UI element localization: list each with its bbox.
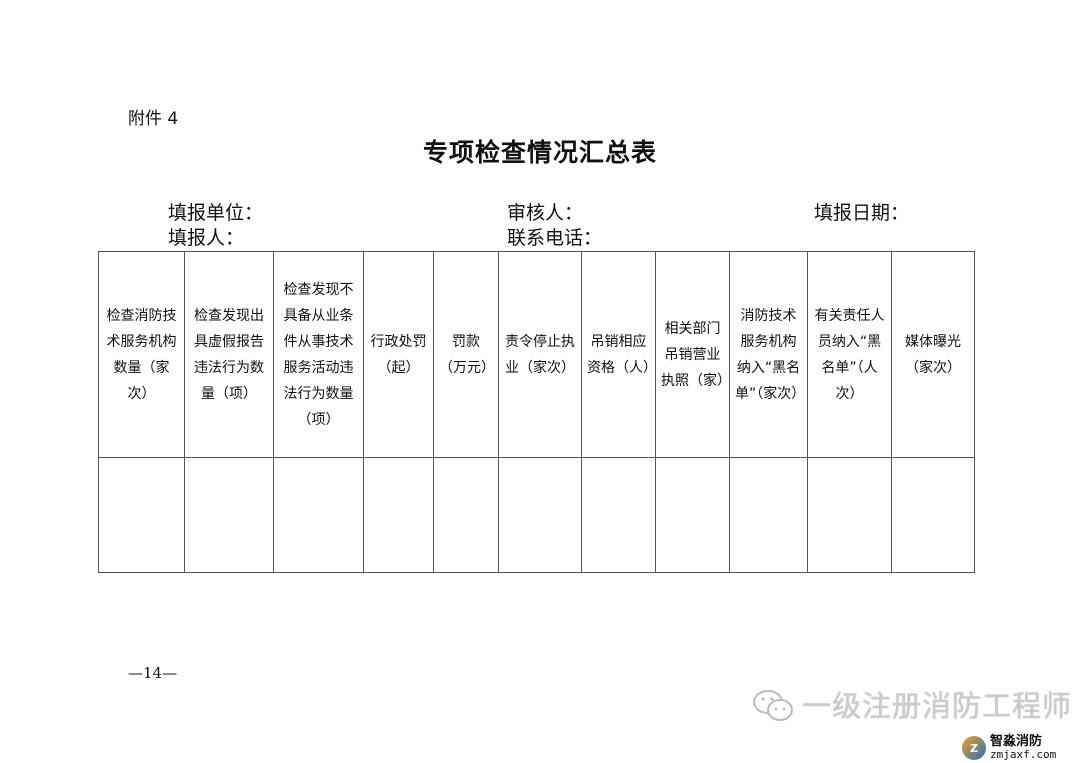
table-cell[interactable] xyxy=(98,457,185,573)
table-cell[interactable] xyxy=(433,457,499,573)
field-reviewer: 审核人： xyxy=(507,202,584,224)
watermark: 一级注册消防工程师 xyxy=(752,688,1072,724)
page-title: 专项检查情况汇总表 xyxy=(422,138,657,167)
table-cell[interactable] xyxy=(581,457,656,573)
logo-cn: 智淼消防 xyxy=(990,734,1043,749)
table-cell[interactable] xyxy=(729,457,808,573)
brand-logo: Z 智淼消防 zmjaxf.com xyxy=(962,735,1056,761)
column-header: 检查发现不具备从业条件从事技术服务活动违法行为数量（项） xyxy=(273,251,364,458)
table-cell[interactable] xyxy=(807,457,892,573)
field-phone: 联系电话： xyxy=(507,227,603,249)
column-header: 相关部门吊销营业执照（家） xyxy=(655,251,731,458)
column-header: 罚款（万元） xyxy=(433,251,499,458)
table-header-row: 检查消防技术服务机构数量（家次） 检查发现出具虚假报告违法行为数量（项） 检查发现不… xyxy=(98,251,975,458)
table-cell[interactable] xyxy=(891,457,975,573)
column-header: 有关责任人员纳入“黑名单”（人次） xyxy=(807,251,892,458)
logo-en: zmjaxf.com xyxy=(990,748,1057,761)
column-header: 消防技术服务机构纳入“黑名单”（家次） xyxy=(729,251,808,458)
table-cell[interactable] xyxy=(655,457,730,573)
table-cell[interactable] xyxy=(498,457,582,573)
column-header: 检查发现出具虚假报告违法行为数量（项） xyxy=(184,251,274,458)
column-header: 检查消防技术服务机构数量（家次） xyxy=(98,251,185,458)
table-cell[interactable] xyxy=(184,457,274,573)
watermark-text: 一级注册消防工程师 xyxy=(802,689,1073,723)
table-cell[interactable] xyxy=(363,457,434,573)
field-unit: 填报单位： xyxy=(168,202,264,224)
page-number: —14— xyxy=(128,664,178,682)
field-date: 填报日期： xyxy=(814,202,910,224)
table-cell[interactable] xyxy=(273,457,364,573)
summary-table: 检查消防技术服务机构数量（家次） 检查发现出具虚假报告违法行为数量（项） 检查发现不… xyxy=(98,251,975,573)
logo-icon: Z xyxy=(962,736,986,760)
column-header: 媒体曝光（家次） xyxy=(891,251,975,458)
wechat-icon xyxy=(753,690,793,721)
attachment-label: 附件 4 xyxy=(128,109,179,129)
table-row xyxy=(98,457,975,573)
field-filler: 填报人： xyxy=(168,227,245,249)
column-header: 行政处罚（起） xyxy=(363,251,434,458)
column-header: 吊销相应资格（人） xyxy=(581,251,657,458)
column-header: 责令停止执业（家次） xyxy=(498,251,582,458)
